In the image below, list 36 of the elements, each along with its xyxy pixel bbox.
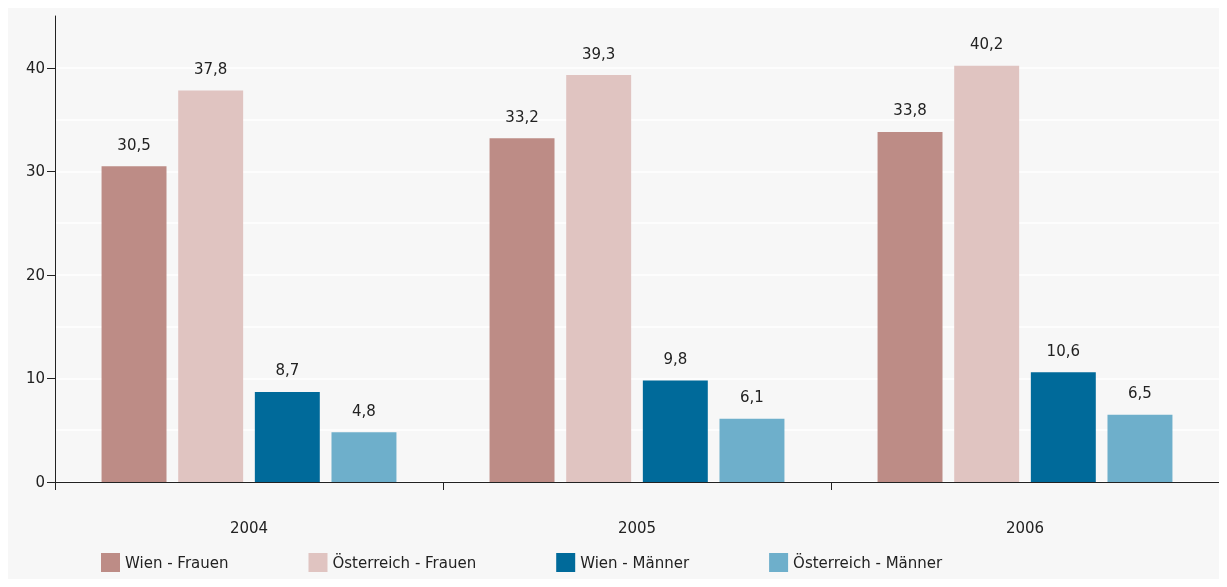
legend-label: Wien - Männer — [580, 553, 690, 572]
y-tick-label: 30 — [25, 162, 45, 181]
y-tick-label: 20 — [25, 265, 45, 284]
data-label: 33,8 — [893, 101, 927, 120]
y-tick-label: 40 — [25, 58, 45, 77]
legend-label: Wien - Frauen — [125, 553, 229, 572]
bar — [719, 418, 785, 482]
bar — [566, 75, 632, 482]
data-label: 4,8 — [352, 401, 376, 420]
bar — [1030, 372, 1096, 482]
x-tick-label: 2005 — [617, 518, 657, 537]
bar — [331, 432, 397, 482]
legend-label: Österreich - Frauen — [332, 552, 477, 572]
data-label: 40,2 — [969, 35, 1004, 54]
bar — [254, 391, 320, 482]
data-label: 6,5 — [1128, 384, 1152, 403]
y-tick-label: 0 — [35, 473, 45, 491]
bar — [954, 65, 1020, 482]
data-label: 30,5 — [117, 135, 151, 154]
bar — [877, 131, 943, 482]
data-label: 8,7 — [275, 361, 300, 380]
legend-label: Österreich - Männer — [793, 552, 944, 572]
data-label: 37,8 — [193, 60, 228, 79]
y-tick-label: 10 — [25, 369, 45, 388]
data-label: 39,3 — [581, 44, 616, 63]
bar — [101, 166, 167, 482]
data-label: 33,2 — [505, 107, 539, 126]
data-label: 9,8 — [663, 350, 688, 369]
data-label: 10,6 — [1046, 341, 1081, 360]
x-tick-label: 2004 — [229, 518, 269, 537]
bar — [1107, 414, 1173, 482]
bar — [489, 138, 555, 482]
data-label: 6,1 — [740, 388, 764, 407]
bar — [178, 90, 244, 482]
bar — [642, 380, 708, 482]
x-tick-label: 2006 — [1005, 518, 1045, 537]
